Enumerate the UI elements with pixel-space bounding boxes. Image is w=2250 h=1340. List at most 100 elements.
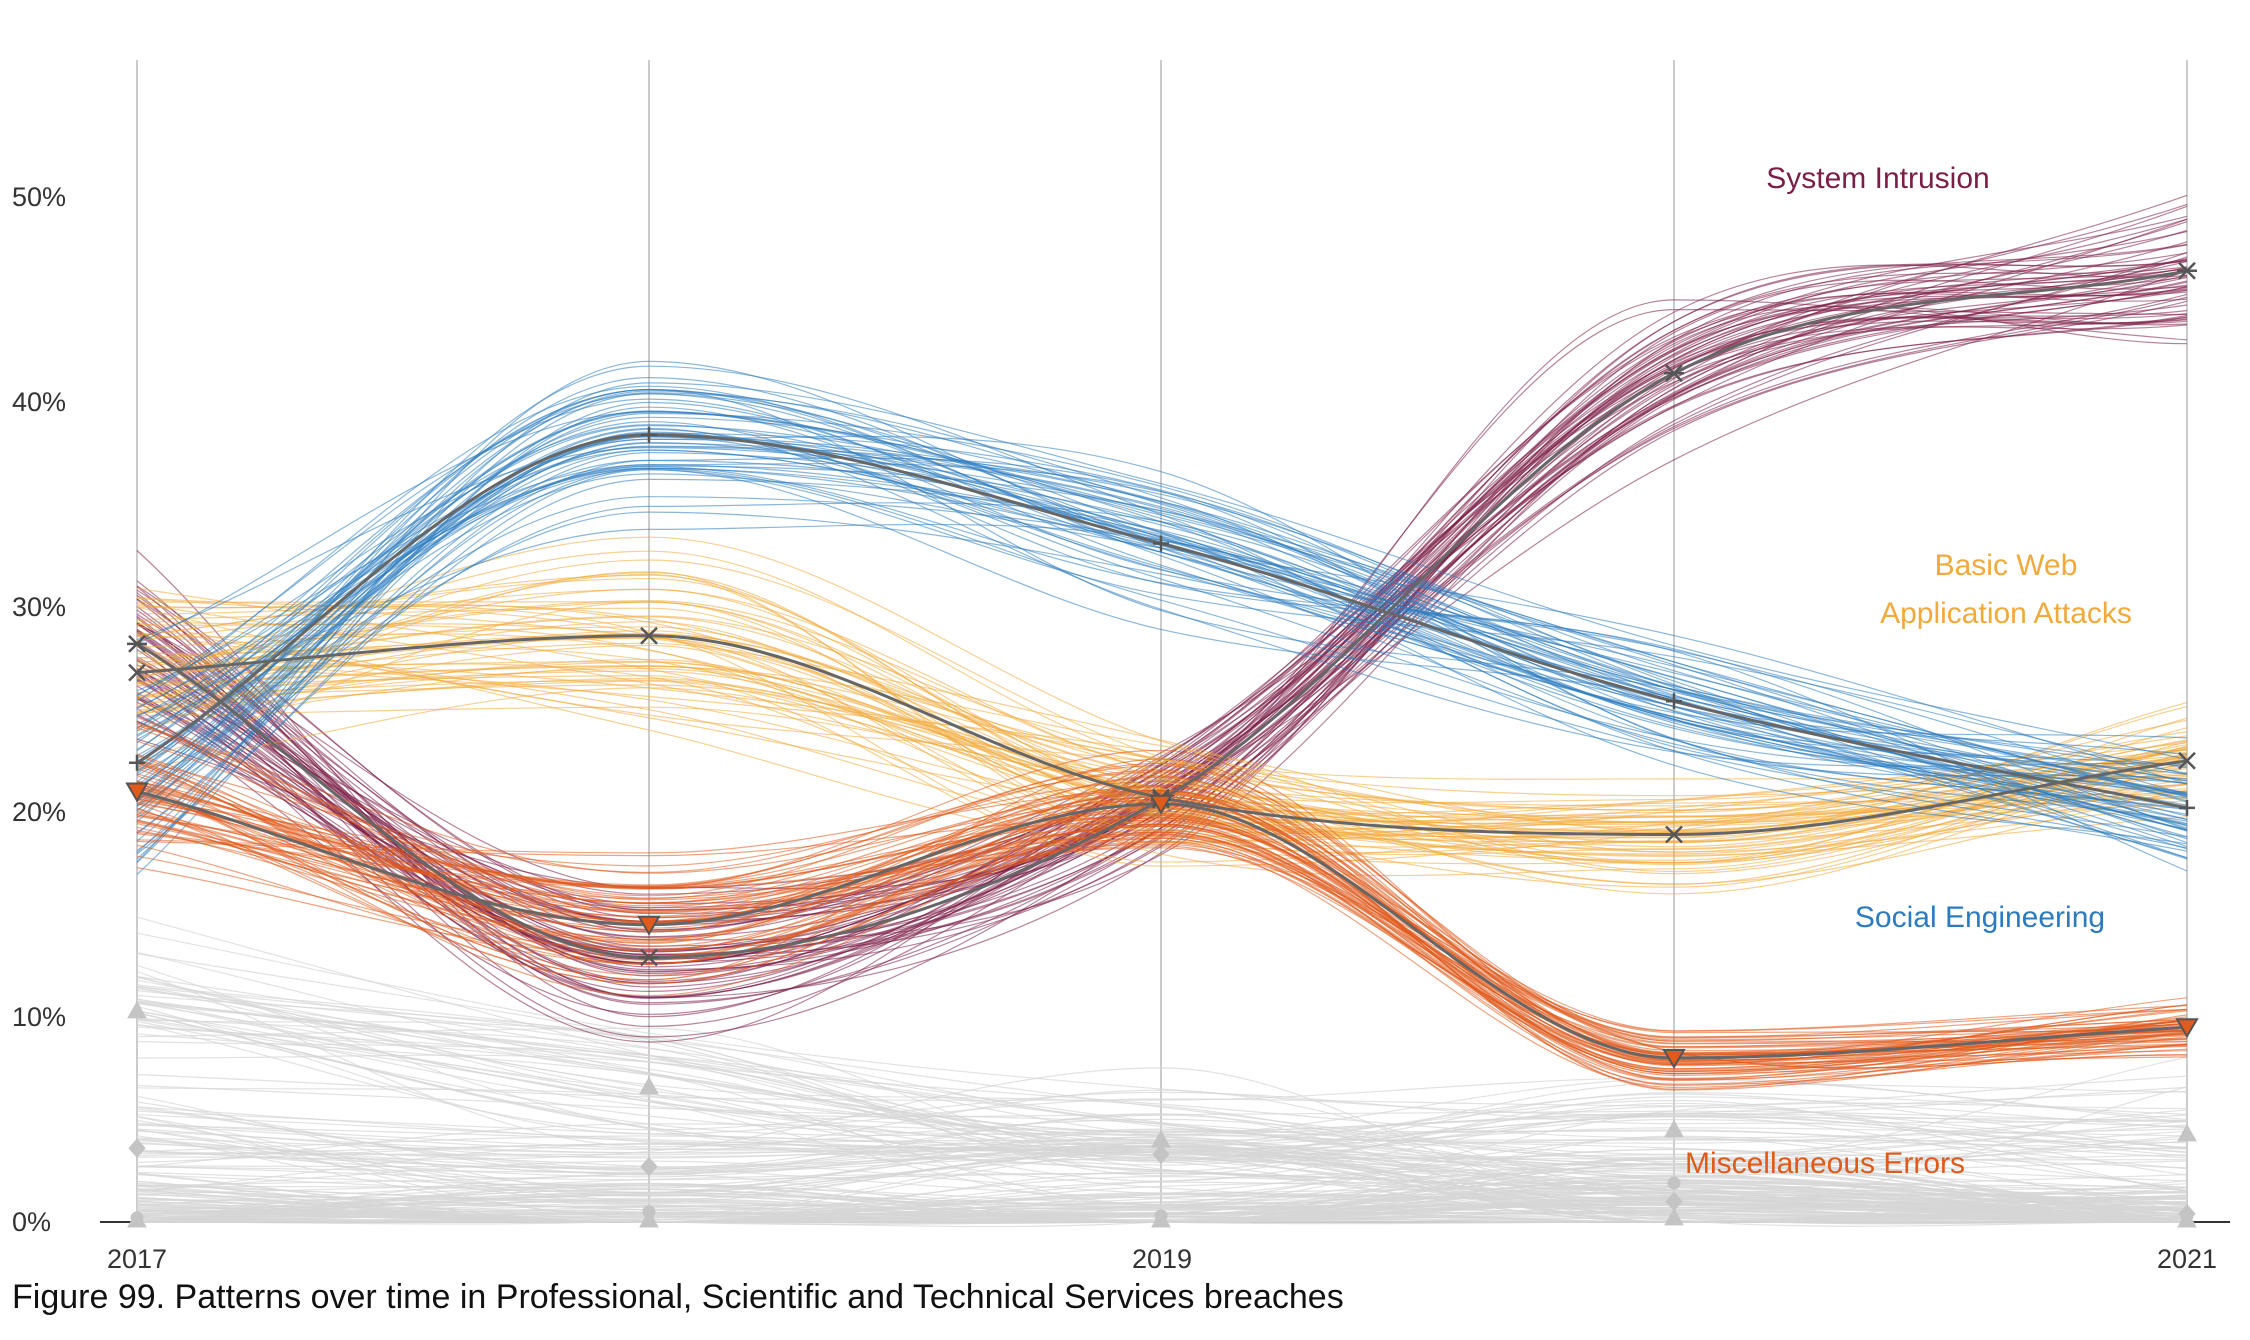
sample-line-3 <box>136 762 2188 1070</box>
mean-marker <box>1664 364 1684 383</box>
sample-line-2 <box>136 435 2188 822</box>
sample-line-3 <box>136 784 2188 1055</box>
y-tick-label: 0% <box>12 1207 51 1237</box>
mean-marker <box>1153 535 1169 552</box>
background-marker <box>639 1209 659 1228</box>
sample-line-3 <box>136 762 2188 1048</box>
mean-markers <box>125 261 2199 1069</box>
sample-line-2 <box>136 392 2188 826</box>
series-labels: System Intrusion Basic Web Application Att… <box>1685 162 2132 1180</box>
series-label: Miscellaneous Errors <box>1685 1147 1965 1180</box>
y-tick-labels: 0% 10% 20% 30% 40% 50% <box>12 182 66 1237</box>
background-sample-line <box>136 994 2188 1169</box>
background-sample-line <box>136 916 2188 1179</box>
mean-marker <box>1666 693 1682 710</box>
y-tick-label: 20% <box>12 797 66 827</box>
series-label: Basic Web <box>1935 549 2078 582</box>
sample-line-1 <box>136 684 2188 866</box>
background-sample-line <box>136 1128 2188 1216</box>
sample-line-2 <box>136 428 2188 811</box>
mean-marker <box>2179 799 2195 816</box>
sample-line-1 <box>136 621 2188 831</box>
mean-marker <box>639 948 659 967</box>
background-sample-line <box>136 971 2188 1163</box>
sample-line-2 <box>136 427 2188 797</box>
background-marker <box>1152 1144 1170 1165</box>
sample-line-3 <box>136 789 2188 1091</box>
y-tick-label: 40% <box>12 387 66 417</box>
sample-line-3 <box>136 773 2188 1034</box>
sample-line-3 <box>136 783 2188 1082</box>
mean-marker <box>129 754 145 771</box>
mean-marker <box>2175 1018 2199 1039</box>
sample-line-2 <box>136 412 2188 859</box>
sample-line-2 <box>136 382 2188 864</box>
sample-line-2 <box>136 465 2188 831</box>
sample-line-3 <box>136 785 2188 1073</box>
sample-line-2 <box>136 468 2188 855</box>
sample-line-3 <box>136 781 2188 1072</box>
sample-line-2 <box>136 442 2188 802</box>
y-tick-label: 50% <box>12 182 66 212</box>
sample-line-2 <box>136 424 2188 797</box>
sample-line-1 <box>136 675 2188 867</box>
background-sample-line <box>136 976 2188 1166</box>
sample-line-2 <box>136 463 2188 850</box>
background-marker <box>1664 1119 1684 1138</box>
sample-line-1 <box>136 604 2188 863</box>
background-marker <box>127 1000 147 1019</box>
background-sample-line <box>136 1001 2188 1165</box>
background-sample-line <box>136 1005 2188 1135</box>
sample-line-3 <box>136 808 2188 1077</box>
sample-line-2 <box>136 511 2188 859</box>
y-tick-label: 10% <box>12 1002 66 1032</box>
background-marker <box>2177 1209 2197 1228</box>
background-marker <box>128 1138 146 1158</box>
sample-line-2 <box>136 449 2188 825</box>
background-marker <box>1664 1207 1684 1226</box>
sample-line-1 <box>136 604 2188 848</box>
mean-marker <box>127 635 147 653</box>
background-marker <box>2177 1123 2197 1142</box>
sample-line-3 <box>136 722 2188 1045</box>
background-sample-line <box>136 932 2188 1117</box>
sample-line-2 <box>136 478 2188 852</box>
sample-line-3 <box>136 807 2188 1056</box>
mean-marker <box>128 663 146 682</box>
sample-line-1 <box>136 619 2188 865</box>
series-label: System Intrusion <box>1766 162 1989 195</box>
sample-line-2 <box>136 393 2188 798</box>
sample-line-3 <box>136 740 2188 1065</box>
sample-line-2 <box>136 467 2188 838</box>
sample-line-2 <box>136 435 2188 820</box>
sample-line-3 <box>136 799 2188 1038</box>
background-marker <box>640 1156 658 1177</box>
sample-line-3 <box>136 754 2188 1049</box>
sample-line-2 <box>136 398 2188 824</box>
background-sample-line <box>136 1084 2188 1159</box>
sample-line-3 <box>136 837 2188 1066</box>
sample-line-3 <box>136 795 2188 1064</box>
x-tick-label: 2021 <box>2157 1244 2217 1274</box>
background-marker <box>1151 1209 1171 1228</box>
mean-marker <box>1149 794 1173 815</box>
background-marker <box>639 1076 659 1095</box>
series-label: Social Engineering <box>1855 901 2105 934</box>
x-tick-labels: 2017 2019 2021 <box>107 1244 2217 1274</box>
sample-line-2 <box>136 446 2188 793</box>
background-markers <box>127 1000 2197 1228</box>
mean-marker <box>2178 751 2196 770</box>
mean-marker <box>641 426 657 443</box>
mean-line <box>136 433 2188 810</box>
background-sample-line <box>136 1179 2188 1216</box>
sample-line-2 <box>136 468 2188 831</box>
sample-line-3 <box>136 722 2188 1032</box>
sample-line-1 <box>136 616 2188 834</box>
background-marker <box>1667 1176 1681 1190</box>
mean-marker <box>125 782 149 803</box>
x-tick-label: 2019 <box>1132 1244 1192 1274</box>
mean-marker <box>2177 261 2197 280</box>
mean-marker <box>640 626 658 645</box>
background-sample-line <box>136 986 2188 1156</box>
